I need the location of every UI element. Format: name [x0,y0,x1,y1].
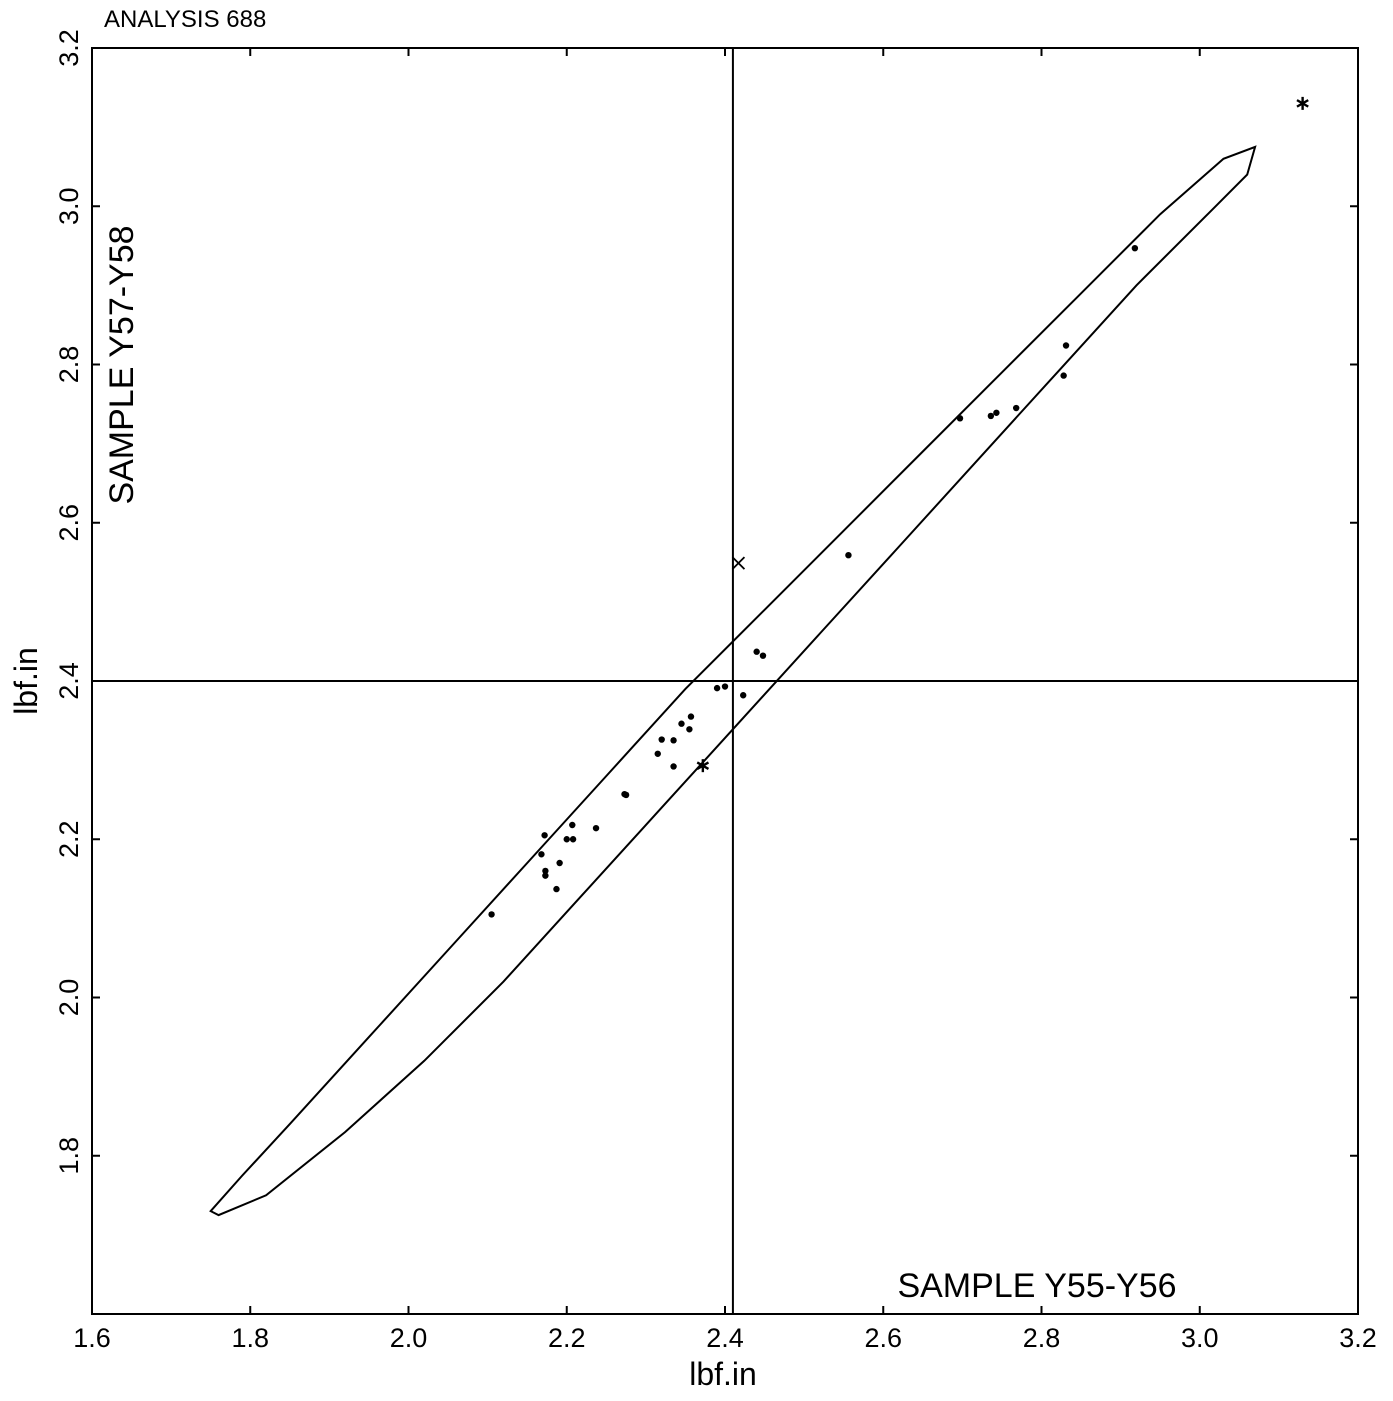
y-axis-title: lbf.in [8,647,44,715]
data-point [670,763,677,770]
x-axis-title: lbf.in [689,1356,757,1392]
data-point [556,859,563,867]
data-point [956,415,964,422]
x-tick-label: 2.4 [706,1323,744,1353]
data-point [713,684,721,692]
x-tick-label: 2.6 [864,1323,902,1353]
y-tick-label: 2.2 [54,820,84,858]
chart-title: ANALYSIS 688 [104,6,266,33]
x-tick-label: 1.6 [73,1323,111,1353]
data-point [542,867,549,875]
data-point [993,409,1000,416]
data-point [678,720,685,727]
data-points [488,96,1309,918]
data-point [687,713,695,720]
data-point [563,836,570,843]
confidence-ellipse [209,145,1257,1217]
data-point [721,683,729,690]
data-point [569,821,576,829]
data-point [538,851,545,858]
data-point [542,872,549,879]
data-point [686,726,693,733]
x-tick-label: 3.2 [1339,1323,1377,1353]
data-point-asterisk [696,759,710,773]
data-point [569,836,577,843]
data-point [753,648,760,655]
y-tick-labels: 1.8 2.0 2.2 2.4 2.6 2.8 3.0 3.2 [54,29,84,1174]
data-point [987,412,995,420]
data-point [654,750,661,757]
x-tick-label: 1.8 [231,1323,269,1353]
y-tick-label: 2.4 [54,662,84,700]
x-sample-label: SAMPLE Y55-Y56 [897,1267,1176,1305]
y-tick-label: 1.8 [54,1137,84,1175]
data-point [1060,372,1067,379]
data-point [1012,404,1020,412]
x-tick-labels: 1.6 1.8 2.0 2.2 2.4 2.6 2.8 3.0 3.2 [73,1323,1377,1353]
data-point [845,551,852,559]
data-point [739,692,747,699]
x-tick-label: 2.8 [1023,1323,1061,1353]
data-point-asterisk [1296,96,1309,110]
data-point [1131,244,1139,252]
data-point [670,737,677,744]
data-point-cross [731,556,746,570]
y-tick-label: 2.6 [54,504,84,542]
x-tick-label: 2.0 [390,1323,428,1353]
y-tick-label: 3.2 [54,29,84,67]
data-point [541,832,548,839]
data-point [553,885,560,893]
x-tick-label: 3.0 [1181,1323,1219,1353]
data-point [658,736,665,743]
data-point [1062,342,1070,349]
axis-ticks [91,47,1359,1314]
y-tick-label: 3.0 [54,187,84,225]
data-point [592,824,600,832]
y-tick-label: 2.0 [54,979,84,1017]
data-point [759,652,767,659]
data-point [488,911,495,918]
y-sample-label: SAMPLE Y57-Y58 [103,225,141,504]
y-tick-label: 2.8 [54,346,84,384]
data-point [622,791,630,799]
x-tick-label: 2.2 [548,1323,586,1353]
